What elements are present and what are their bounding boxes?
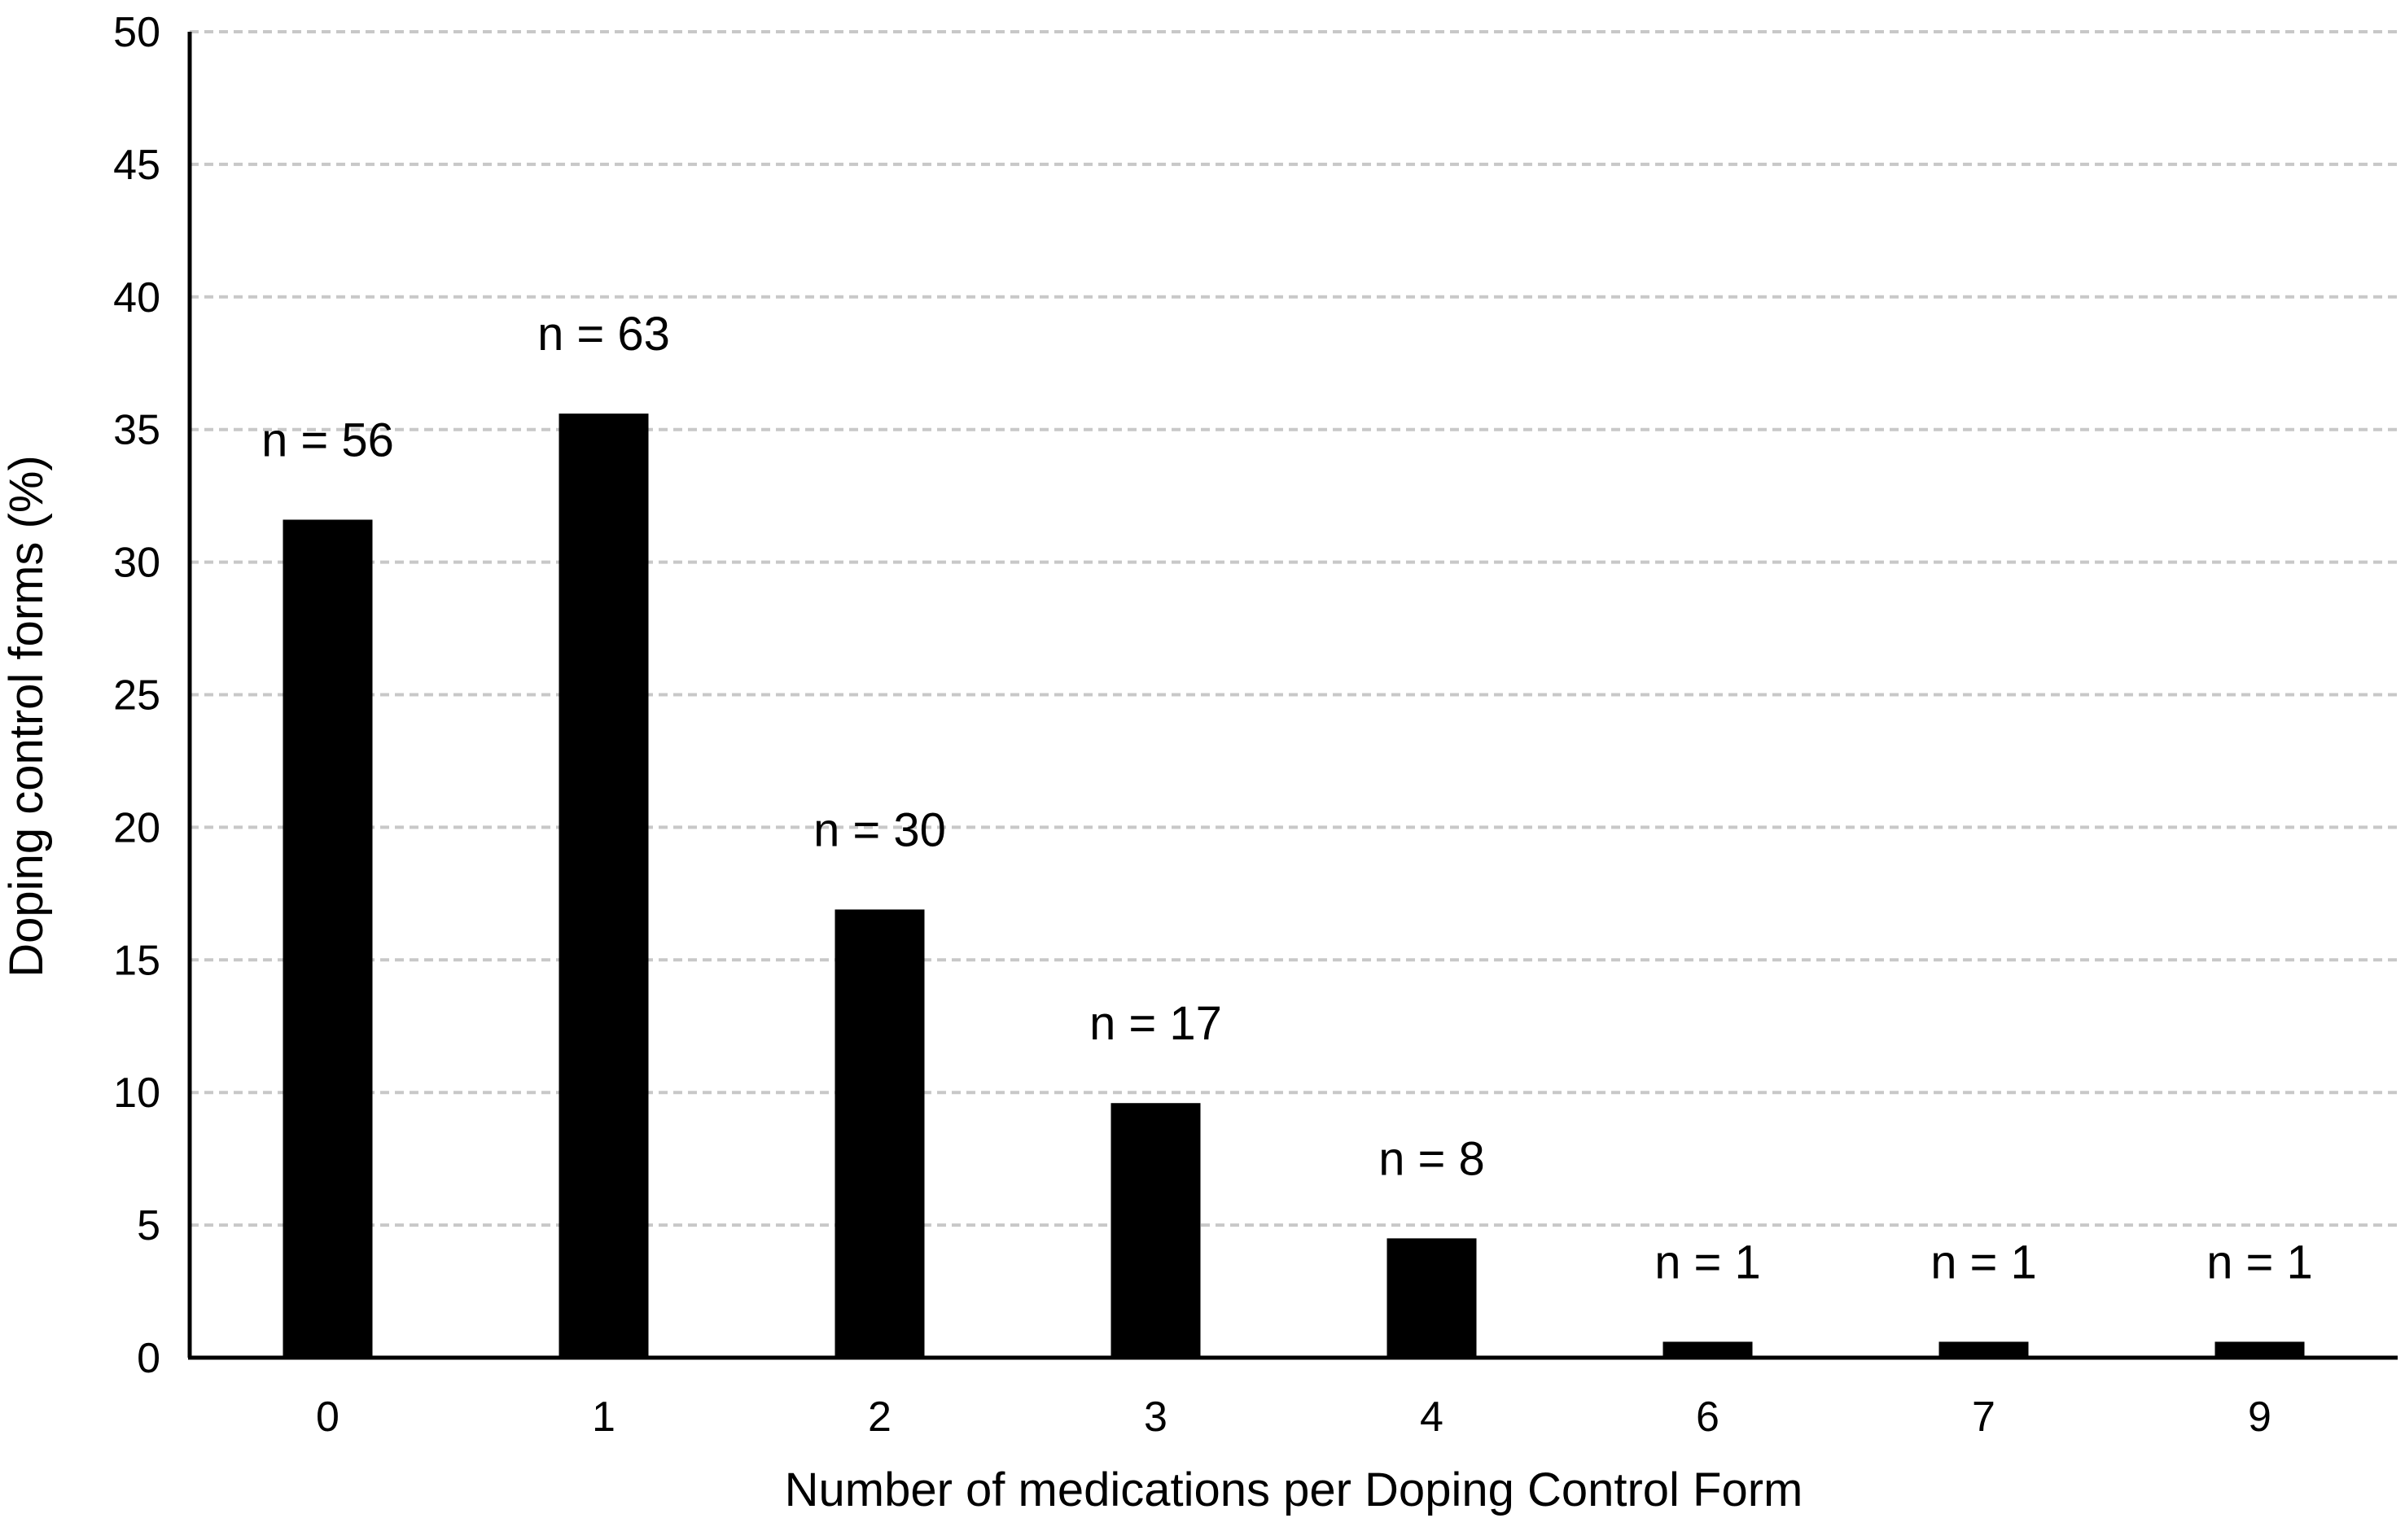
y-tick-label-15: 15 bbox=[113, 937, 160, 984]
bar-label-2: n = 30 bbox=[813, 803, 946, 856]
y-tick-label-40: 40 bbox=[113, 274, 160, 322]
y-tick-label-5: 5 bbox=[137, 1202, 160, 1249]
y-axis-title: Doping control forms (%) bbox=[0, 455, 53, 977]
bar-label-3: n = 17 bbox=[1089, 997, 1222, 1050]
bar-label-4: n = 8 bbox=[1378, 1132, 1485, 1185]
y-tick-label-30: 30 bbox=[113, 540, 160, 587]
x-tick-label-9: 9 bbox=[2248, 1393, 2271, 1441]
x-tick-labels-group: 0 1 2 3 4 6 7 9 bbox=[316, 1393, 2271, 1441]
y-tick-label-45: 45 bbox=[113, 142, 160, 189]
gridlines-group bbox=[190, 30, 2398, 1227]
bar-1 bbox=[559, 413, 649, 1358]
x-tick-label-0: 0 bbox=[316, 1393, 340, 1441]
y-tick-label-35: 35 bbox=[113, 407, 160, 454]
bar-label-0: n = 56 bbox=[261, 413, 394, 466]
bar-label-7: n = 1 bbox=[1930, 1236, 2037, 1288]
bar-label-9: n = 1 bbox=[2206, 1236, 2313, 1288]
bar-2 bbox=[835, 909, 925, 1358]
y-tick-label-0: 0 bbox=[137, 1335, 160, 1382]
x-tick-label-1: 1 bbox=[592, 1393, 615, 1441]
bar-3 bbox=[1111, 1103, 1201, 1358]
y-tick-label-20: 20 bbox=[113, 804, 160, 851]
bar-0 bbox=[283, 519, 373, 1358]
y-tick-labels-group: 0 5 10 15 20 25 30 35 40 45 50 bbox=[113, 9, 160, 1382]
y-tick-label-25: 25 bbox=[113, 672, 160, 720]
bar-7 bbox=[1938, 1341, 2029, 1358]
x-tick-label-2: 2 bbox=[868, 1393, 891, 1441]
x-tick-label-6: 6 bbox=[1696, 1393, 1719, 1441]
bar-label-1: n = 63 bbox=[537, 308, 670, 361]
bar-label-6: n = 1 bbox=[1654, 1236, 1761, 1288]
x-tick-label-3: 3 bbox=[1144, 1393, 1167, 1441]
x-tick-label-7: 7 bbox=[1972, 1393, 1995, 1441]
y-tick-label-50: 50 bbox=[113, 9, 160, 56]
bar-4 bbox=[1386, 1238, 1477, 1358]
y-tick-label-10: 10 bbox=[113, 1070, 160, 1117]
bar-9 bbox=[2214, 1341, 2305, 1358]
bar-labels-group: n = 56 n = 63 n = 30 n = 17 n = 8 n = 1 n = 1 n… bbox=[261, 308, 2313, 1288]
bar-6 bbox=[1662, 1341, 1753, 1358]
axes-group bbox=[187, 32, 2398, 1360]
bars-group bbox=[283, 413, 2305, 1358]
x-tick-label-4: 4 bbox=[1420, 1393, 1443, 1441]
x-axis-title: Number of medications per Doping Control… bbox=[785, 1463, 1803, 1516]
